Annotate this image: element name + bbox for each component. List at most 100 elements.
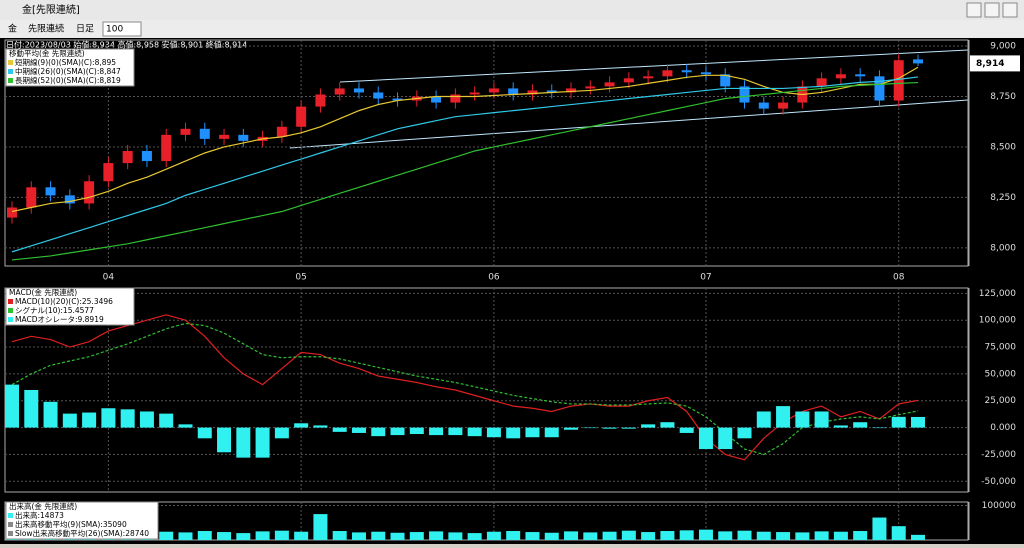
candle-body xyxy=(122,150,133,164)
bar xyxy=(583,427,598,429)
candle-body xyxy=(508,88,519,95)
maximize-button[interactable] xyxy=(984,2,1000,18)
bar xyxy=(409,532,424,540)
candle-body xyxy=(296,106,307,127)
candle-body xyxy=(219,134,230,139)
bar xyxy=(313,425,328,428)
series-line xyxy=(11,66,919,213)
count-box[interactable] xyxy=(102,21,142,37)
panel-frame xyxy=(4,39,969,267)
bar xyxy=(82,412,97,428)
bar xyxy=(911,416,925,428)
candle-body xyxy=(874,76,885,101)
bar xyxy=(679,427,694,433)
bar xyxy=(795,411,810,428)
trend-line xyxy=(289,99,969,149)
series-line xyxy=(11,81,919,261)
bar xyxy=(332,427,347,432)
toolbar-symbol[interactable]: 金 xyxy=(8,23,17,35)
bar xyxy=(621,427,636,429)
legend-entry: 長期線(52)(0)(SMA)(C):8,819 xyxy=(15,75,121,85)
bar xyxy=(544,532,559,540)
bar xyxy=(24,390,39,428)
bar xyxy=(814,531,829,540)
legend-entry: 中期線(26)(0)(SMA)(C):8,847 xyxy=(15,66,121,76)
bar xyxy=(506,427,521,439)
candle-body xyxy=(913,59,923,64)
candle-body xyxy=(681,70,692,73)
legend-entry: 移動平均(金 先限連続) xyxy=(9,48,85,58)
bar xyxy=(544,427,559,438)
series-line xyxy=(11,76,919,253)
toolbar-period[interactable]: 日足 xyxy=(76,24,94,35)
y-tick-label: 8,000 xyxy=(990,243,1016,253)
bar xyxy=(178,532,193,540)
bar xyxy=(525,532,540,540)
bar xyxy=(236,427,251,458)
candle-body xyxy=(161,134,172,162)
legend-entry: 出来高移動平均(9)(SMA):35090 xyxy=(15,519,127,529)
bar xyxy=(274,530,289,540)
bar xyxy=(351,427,366,433)
bar xyxy=(409,427,424,435)
bar xyxy=(641,424,656,428)
trend-line xyxy=(339,49,969,83)
y-tick-label: 0.000 xyxy=(990,423,1016,433)
bar xyxy=(583,532,598,540)
bar xyxy=(62,413,77,428)
legend-swatch xyxy=(8,78,13,83)
minimize-button[interactable] xyxy=(966,2,982,18)
legend-entry: MACDオシレータ:9.8919 xyxy=(15,315,104,324)
legend-swatch xyxy=(8,69,13,74)
legend-entry: 出来高(金 先限連続) xyxy=(9,501,77,511)
panel-frame xyxy=(4,501,969,541)
y-tick-label: 50,000 xyxy=(985,369,1017,379)
candle-body xyxy=(238,134,249,141)
y-tick-label: 75,000 xyxy=(985,343,1017,353)
bar xyxy=(718,531,733,540)
candle-body xyxy=(488,88,499,93)
bar xyxy=(853,531,868,540)
y-tick-label: 8,500 xyxy=(990,142,1016,152)
bar xyxy=(429,531,444,540)
candle-body xyxy=(84,181,95,204)
bar xyxy=(5,384,19,428)
candle-body xyxy=(720,74,731,87)
bar xyxy=(872,427,887,429)
bar xyxy=(274,427,289,439)
bar xyxy=(698,529,713,540)
bar xyxy=(911,534,925,540)
candle-body xyxy=(392,98,403,101)
legend-swatch xyxy=(8,299,13,304)
title-bar xyxy=(0,0,1024,20)
candle-body xyxy=(623,78,634,83)
candle-body xyxy=(45,187,56,196)
bar xyxy=(833,425,848,428)
ohlc-header: 日付:2023/08/03 始値:8,934 高値:8,958 安値:8,901… xyxy=(6,40,247,50)
bar xyxy=(255,531,270,540)
bar xyxy=(602,427,617,429)
bar xyxy=(814,411,829,428)
bar xyxy=(236,533,251,540)
bar xyxy=(660,531,675,540)
bar xyxy=(737,427,752,439)
bar xyxy=(853,422,868,428)
bar xyxy=(371,531,386,540)
toolbar-count[interactable]: 100 xyxy=(106,25,123,35)
close-button[interactable] xyxy=(1002,2,1018,18)
y-tick-label: -50,000 xyxy=(981,477,1016,487)
legend-entry: MACD(金 先限連続) xyxy=(9,287,77,297)
candle-body xyxy=(855,74,866,77)
legend-entry: 短期線(9)(0)(SMA)(C):8,895 xyxy=(15,57,116,67)
bar xyxy=(756,531,771,540)
bar xyxy=(564,531,579,540)
bar xyxy=(641,532,656,540)
candle-body xyxy=(180,128,191,135)
toolbar-contract[interactable]: 先限連続 xyxy=(28,23,64,35)
bar xyxy=(795,532,810,540)
candle-body xyxy=(527,90,538,95)
y-tick-label: 9,000 xyxy=(990,42,1016,52)
legend-box xyxy=(5,48,135,87)
y-tick-label: 100000 xyxy=(982,501,1017,511)
